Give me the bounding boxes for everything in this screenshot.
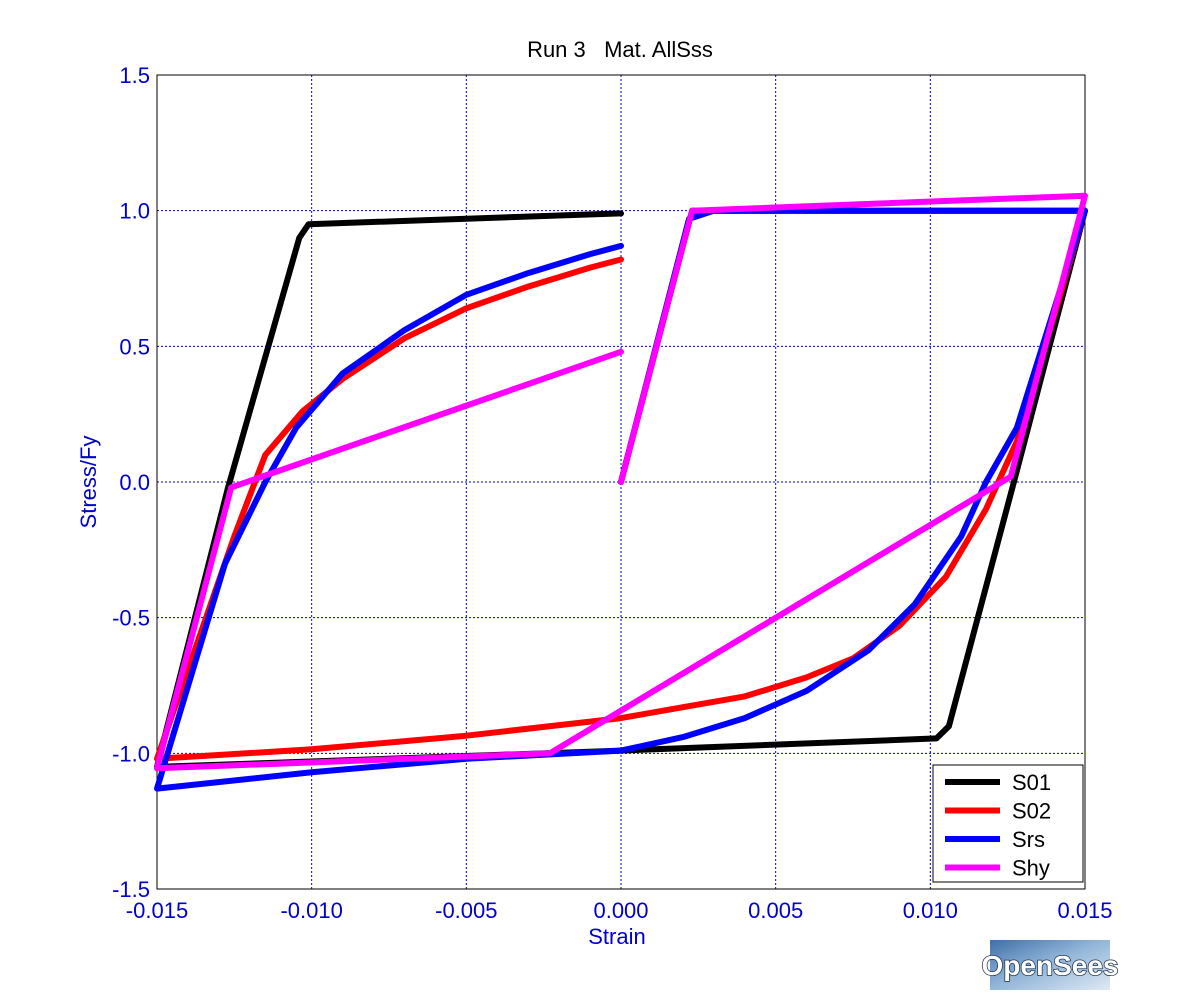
- logo-background: [990, 940, 1110, 990]
- legend-label-srs: Srs: [1012, 827, 1045, 852]
- y-tick-label: 0.5: [119, 334, 150, 359]
- y-tick-label: -0.5: [112, 606, 150, 631]
- x-tick-label: -0.015: [126, 898, 188, 923]
- y-tick-label: -1.0: [112, 741, 150, 766]
- x-tick-label: -0.005: [435, 898, 497, 923]
- series-line-shy: [154, 192, 1088, 772]
- series-line-srs: [154, 207, 1088, 792]
- y-tick-label: 1.5: [119, 63, 150, 88]
- x-tick-labels: -0.015 -0.010 -0.005 0.000 0.005 0.010 0.015: [126, 898, 1113, 923]
- opensees-logo: OpenSees: [981, 940, 1119, 990]
- y-tick-label: -1.5: [112, 877, 150, 902]
- plot-area-frame: [156, 74, 1086, 890]
- x-axis-label: Strain: [588, 924, 645, 949]
- y-tick-labels: -1.5 -1.0 -0.5 0.0 0.5 1.0 1.5: [112, 63, 150, 902]
- legend-label-s02: S02: [1012, 799, 1051, 824]
- y-tick-label: 0.0: [119, 470, 150, 495]
- series-line-s02: [154, 207, 1088, 762]
- legend: S01 S02 Srs Shy: [932, 764, 1084, 883]
- y-axis-label: Stress/Fy: [76, 436, 101, 529]
- legend-label-shy: Shy: [1012, 856, 1050, 881]
- x-tick-label: 0.015: [1057, 898, 1112, 923]
- x-tick-label: 0.010: [903, 898, 958, 923]
- x-tick-label: 0.005: [748, 898, 803, 923]
- x-tick-label: -0.010: [280, 898, 342, 923]
- series-lines: [154, 192, 1088, 792]
- logo-text: OpenSees: [982, 950, 1119, 981]
- legend-label-s01: S01: [1012, 770, 1051, 795]
- y-tick-label: 1.0: [119, 199, 150, 224]
- chart-title: Run 3 Mat. AllSss: [527, 37, 713, 62]
- x-tick-label: 0.000: [593, 898, 648, 923]
